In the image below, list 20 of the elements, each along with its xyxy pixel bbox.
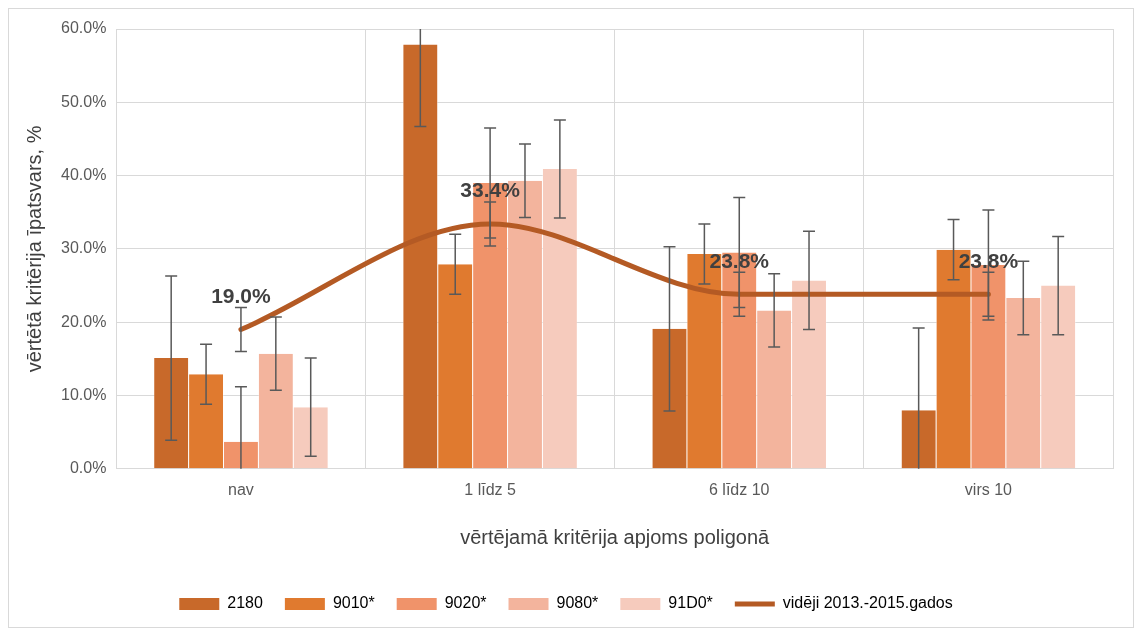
legend-label: 2180	[227, 594, 263, 612]
legend-label: 9010*	[332, 594, 375, 612]
y-tick-label: 10.0%	[60, 385, 107, 403]
x-tick-label: 1 līdz 5	[464, 480, 516, 498]
y-axis-title: vērtētā kritērija īpatsvars, %	[22, 125, 45, 373]
y-tick-label: 20.0%	[60, 312, 107, 330]
x-tick-label: 6 līdz 10	[709, 480, 770, 498]
y-tick-label: 40.0%	[60, 166, 107, 184]
data-label: 19.0%	[211, 283, 272, 307]
x-axis-title: vērtējamā kritērija apjoms poligonā	[460, 525, 771, 548]
legend-label: 9080*	[556, 594, 599, 612]
y-tick-label: 30.0%	[60, 239, 107, 257]
x-tick-label: virs 10	[964, 480, 1013, 498]
x-tick-label: nav	[228, 480, 254, 498]
y-tick-label: 0.0%	[69, 459, 107, 477]
y-tick-label: 50.0%	[60, 92, 107, 110]
legend-label: 91D0*	[668, 594, 713, 612]
y-tick-label: 60.0%	[60, 19, 107, 37]
legend-label: 9020*	[444, 594, 487, 612]
legend-label: vidēji 2013.-2015.gados	[782, 594, 953, 612]
